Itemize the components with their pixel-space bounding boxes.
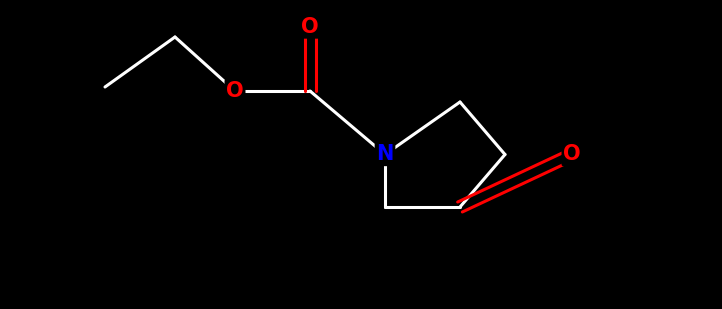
Text: O: O (226, 81, 244, 101)
Text: O: O (301, 17, 319, 37)
Text: N: N (376, 145, 393, 164)
Text: O: O (563, 145, 580, 164)
